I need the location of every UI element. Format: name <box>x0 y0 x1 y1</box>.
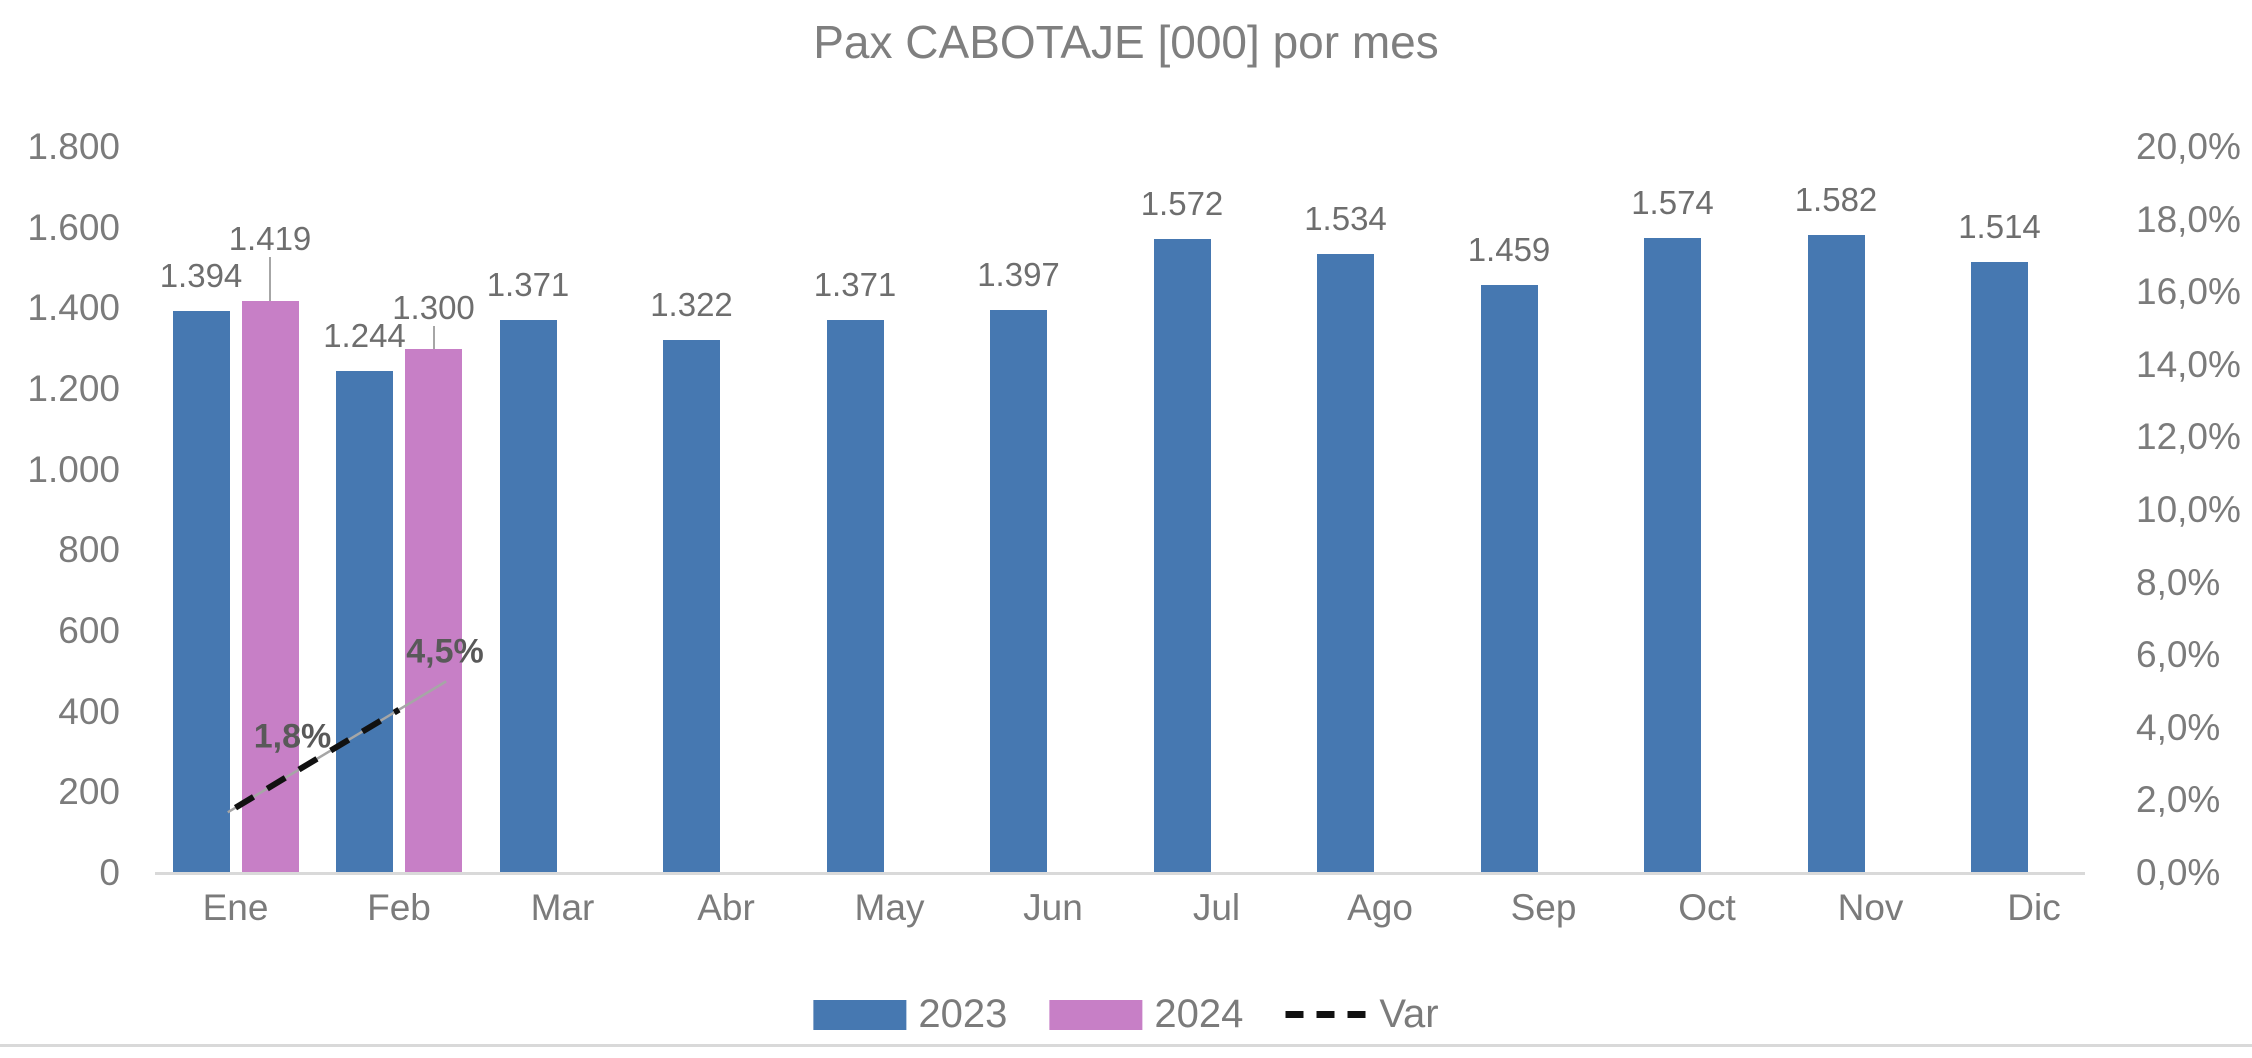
tick-left-800: 800 <box>58 529 120 571</box>
bar-label-2023-jun: 1.397 <box>977 255 1060 293</box>
tick-right-14,0%: 14,0% <box>2136 343 2241 385</box>
tick-right-12,0%: 12,0% <box>2136 416 2241 458</box>
tick-right-20,0%: 20,0% <box>2136 126 2241 167</box>
month-label-jul: Jul <box>1192 887 1241 928</box>
month-label-sep: Sep <box>1510 887 1577 928</box>
month-label-nov: Nov <box>1837 887 1904 928</box>
month-label-abr: Abr <box>697 887 755 928</box>
bar-label-2023-feb: 1.244 <box>323 317 406 355</box>
bottom-divider <box>0 1044 2252 1047</box>
bar-2024-feb <box>405 348 462 873</box>
bar-label-2023-dic: 1.514 <box>1958 208 2041 246</box>
tick-left-1.400: 1.400 <box>27 287 120 329</box>
tick-left-200: 200 <box>58 771 120 813</box>
tick-left-400: 400 <box>58 690 120 732</box>
month-label-dic: Dic <box>2007 887 2061 928</box>
tick-left-1.600: 1.600 <box>27 206 120 248</box>
bar-label-2023-jul: 1.572 <box>1140 184 1224 222</box>
bar-label-2023-mar: 1.371 <box>486 266 570 304</box>
month-label-jun: Jun <box>1023 887 1083 928</box>
tick-left-0: 0 <box>99 852 120 893</box>
bar-label-2023-oct: 1.574 <box>1631 184 1714 222</box>
bar-2023-sep <box>1480 284 1538 873</box>
legend: 2023 2024 Var <box>813 992 1439 1037</box>
tick-right-8,0%: 8,0% <box>2136 561 2221 603</box>
legend-item-2024: 2024 <box>1049 992 1243 1037</box>
legend-item-2023: 2023 <box>813 992 1007 1037</box>
bar-2023-mar <box>499 320 557 873</box>
tick-left-600: 600 <box>58 610 120 651</box>
tick-right-2,0%: 2,0% <box>2136 779 2221 821</box>
legend-label-var: Var <box>1379 992 1439 1036</box>
bar-2023-may <box>826 320 884 873</box>
bar-label-2023-ene: 1.394 <box>159 256 243 294</box>
label-leader-2024-feb <box>432 325 435 349</box>
bar-2023-abr <box>663 339 720 873</box>
bar-2023-nov <box>1807 234 1865 873</box>
bar-label-2024-ene: 1.419 <box>228 219 312 257</box>
bar-label-2023-nov: 1.582 <box>1794 180 1878 218</box>
bar-label-2023-abr: 1.322 <box>650 285 733 323</box>
month-label-ago: Ago <box>1347 887 1413 928</box>
bar-2023-dic <box>1971 262 2028 873</box>
legend-label-2024: 2024 <box>1154 992 1244 1036</box>
bar-label-2024-feb: 1.300 <box>392 288 475 326</box>
chart-title: Pax CABOTAJE [000] por mes <box>813 16 1439 68</box>
bar-2023-oct <box>1644 238 1701 873</box>
bar-2024-ene <box>241 300 299 873</box>
label-leader-2024-ene <box>269 256 271 301</box>
var-label-feb: 4,5% <box>406 632 484 671</box>
bar-2023-jun <box>990 309 1047 873</box>
legend-swatch-2024-icon <box>1049 999 1143 1030</box>
tick-left-1.000: 1.000 <box>27 448 120 490</box>
tick-right-18,0%: 18,0% <box>2136 198 2241 240</box>
bar-label-2023-may: 1.371 <box>813 266 897 304</box>
tick-right-6,0%: 6,0% <box>2136 634 2221 676</box>
month-label-may: May <box>854 887 925 928</box>
month-label-oct: Oct <box>1678 887 1736 928</box>
month-label-ene: Ene <box>202 887 269 928</box>
tick-left-1.800: 1.800 <box>27 126 120 167</box>
legend-label-2023: 2023 <box>918 992 1008 1036</box>
tick-right-10,0%: 10,0% <box>2136 489 2241 530</box>
tick-left-1.200: 1.200 <box>27 368 120 409</box>
bar-2023-ago <box>1317 254 1374 873</box>
bar-2023-feb <box>336 371 393 873</box>
bar-label-2023-ago: 1.534 <box>1304 200 1387 238</box>
bar-2023-jul <box>1153 238 1211 873</box>
bar-2023-ene <box>172 310 230 873</box>
month-label-feb: Feb <box>367 887 431 928</box>
legend-dash-icon <box>1285 1011 1368 1018</box>
tick-right-16,0%: 16,0% <box>2136 271 2241 313</box>
month-label-mar: Mar <box>530 887 595 928</box>
legend-item-var: Var <box>1285 992 1439 1037</box>
tick-right-0,0%: 0,0% <box>2136 852 2221 893</box>
bar-label-2023-sep: 1.459 <box>1467 230 1551 268</box>
var-label-ene: 1,8% <box>253 717 332 756</box>
tick-right-4,0%: 4,0% <box>2136 706 2221 748</box>
x-axis-line <box>155 872 2085 875</box>
legend-swatch-2023-icon <box>813 999 907 1030</box>
